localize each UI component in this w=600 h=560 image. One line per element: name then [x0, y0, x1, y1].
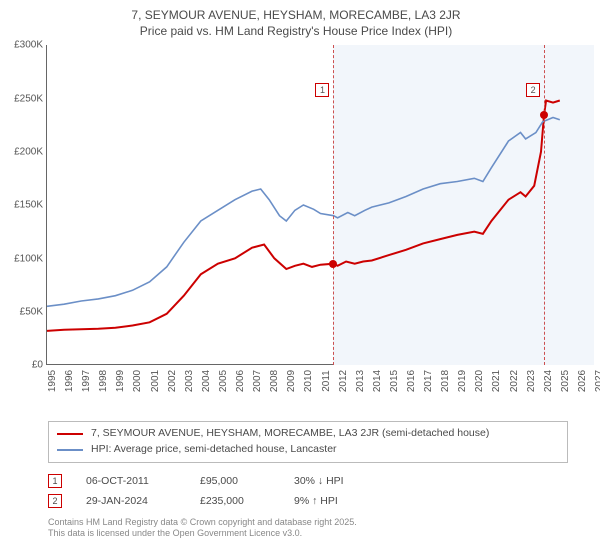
y-tick-label: £250K [7, 93, 43, 104]
x-tick-label: 1996 [64, 370, 75, 392]
x-tick-label: 2016 [406, 370, 417, 392]
sale-event-marker: 1 [315, 83, 329, 97]
x-tick-label: 2025 [560, 370, 571, 392]
attribution-footer: Contains HM Land Registry data © Crown c… [48, 517, 584, 540]
sale-dot [329, 260, 337, 268]
x-tick-label: 2013 [355, 370, 366, 392]
sale-date: 06-OCT-2011 [86, 475, 176, 487]
chart-title: 7, SEYMOUR AVENUE, HEYSHAM, MORECAMBE, L… [8, 8, 584, 39]
legend-item: HPI: Average price, semi-detached house,… [57, 442, 559, 458]
x-tick-label: 2018 [440, 370, 451, 392]
x-tick-label: 2000 [132, 370, 143, 392]
legend-swatch [57, 449, 83, 451]
x-tick-label: 2005 [218, 370, 229, 392]
x-tick-label: 2006 [235, 370, 246, 392]
x-tick-label: 1997 [81, 370, 92, 392]
x-tick-label: 2004 [201, 370, 212, 392]
x-tick-label: 2008 [269, 370, 280, 392]
title-subtitle: Price paid vs. HM Land Registry's House … [8, 24, 584, 40]
x-tick-label: 2003 [184, 370, 195, 392]
y-tick-label: £0 [7, 360, 43, 371]
sale-price: £235,000 [200, 495, 270, 507]
x-tick-label: 2001 [150, 370, 161, 392]
legend: 7, SEYMOUR AVENUE, HEYSHAM, MORECAMBE, L… [48, 421, 568, 463]
x-tick-label: 2012 [338, 370, 349, 392]
footer-line1: Contains HM Land Registry data © Crown c… [48, 517, 584, 529]
x-tick-label: 2022 [509, 370, 520, 392]
title-address: 7, SEYMOUR AVENUE, HEYSHAM, MORECAMBE, L… [8, 8, 584, 24]
y-tick-label: £150K [7, 200, 43, 211]
x-tick-label: 2027 [594, 370, 600, 392]
legend-label: 7, SEYMOUR AVENUE, HEYSHAM, MORECAMBE, L… [91, 426, 489, 442]
x-tick-label: 2009 [286, 370, 297, 392]
legend-item: 7, SEYMOUR AVENUE, HEYSHAM, MORECAMBE, L… [57, 426, 559, 442]
x-tick-label: 2024 [543, 370, 554, 392]
sale-price: £95,000 [200, 475, 270, 487]
sale-event-line [333, 45, 334, 365]
series-price_paid [47, 101, 560, 331]
x-tick-label: 2014 [372, 370, 383, 392]
footer-line2: This data is licensed under the Open Gov… [48, 528, 584, 540]
x-tick-label: 2019 [457, 370, 468, 392]
x-tick-label: 2010 [303, 370, 314, 392]
sale-date: 29-JAN-2024 [86, 495, 176, 507]
sale-delta: 9% ↑ HPI [294, 495, 384, 507]
x-tick-label: 2002 [167, 370, 178, 392]
sale-delta: 30% ↓ HPI [294, 475, 384, 487]
plot-region: £0£50K£100K£150K£200K£250K£300K199519961… [46, 45, 593, 365]
chart-container: 7, SEYMOUR AVENUE, HEYSHAM, MORECAMBE, L… [0, 0, 600, 560]
x-tick-label: 2023 [526, 370, 537, 392]
x-tick-label: 2021 [491, 370, 502, 392]
x-tick-label: 2015 [389, 370, 400, 392]
y-tick-label: £50K [7, 306, 43, 317]
x-tick-label: 1998 [98, 370, 109, 392]
chart-area: £0£50K£100K£150K£200K£250K£300K199519961… [38, 45, 593, 395]
sale-event-line [544, 45, 545, 365]
sale-idx: 2 [48, 494, 62, 508]
sale-dot [540, 111, 548, 119]
sale-event-marker: 2 [526, 83, 540, 97]
sale-idx: 1 [48, 474, 62, 488]
sales-table: 1 06-OCT-2011 £95,000 30% ↓ HPI 2 29-JAN-2024… [48, 471, 584, 511]
series-hpi [47, 118, 560, 307]
x-tick-label: 2020 [474, 370, 485, 392]
x-tick-label: 2017 [423, 370, 434, 392]
y-tick-label: £100K [7, 253, 43, 264]
y-tick-label: £200K [7, 146, 43, 157]
sale-row: 1 06-OCT-2011 £95,000 30% ↓ HPI [48, 471, 584, 491]
x-tick-label: 1999 [115, 370, 126, 392]
sale-row: 2 29-JAN-2024 £235,000 9% ↑ HPI [48, 491, 584, 511]
y-tick-label: £300K [7, 40, 43, 51]
x-tick-label: 2007 [252, 370, 263, 392]
legend-swatch [57, 433, 83, 435]
x-tick-label: 2011 [321, 370, 332, 392]
x-tick-label: 1995 [47, 370, 58, 392]
legend-label: HPI: Average price, semi-detached house,… [91, 442, 337, 458]
x-tick-label: 2026 [577, 370, 588, 392]
